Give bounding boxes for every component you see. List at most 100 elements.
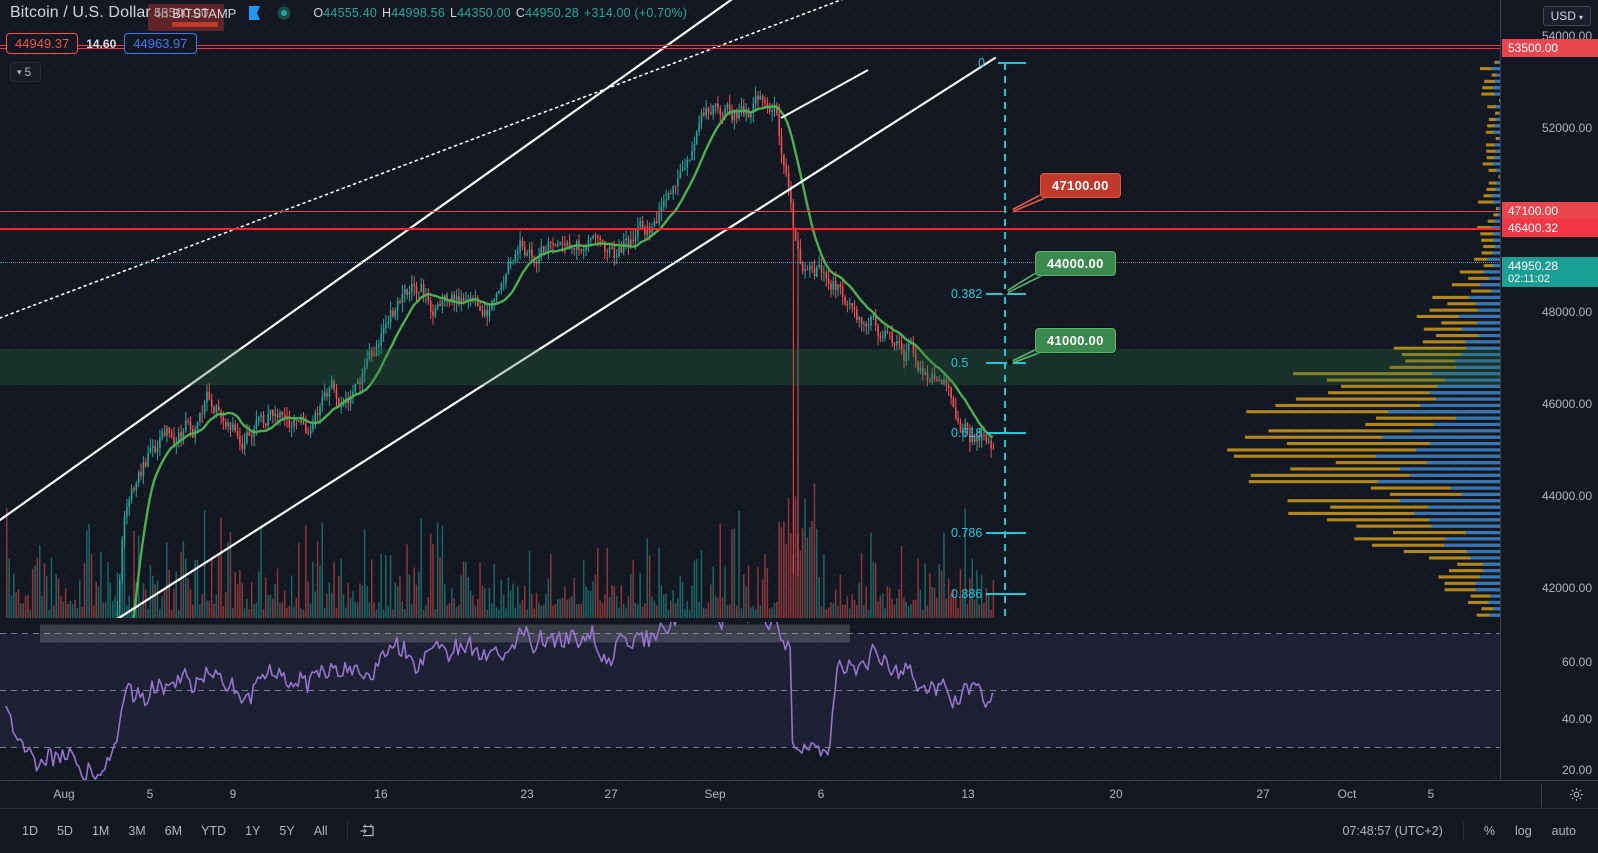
ohlc-change: +314.00 (+0.70%) (583, 6, 688, 20)
fib-level-label-0: 0 (978, 56, 985, 70)
fibonacci-retracement-tool[interactable]: 0 0.382 0.5 0.618 0.786 0.886 (0, 0, 1500, 618)
price-alert-row: 44949.37 14.60 44963.97 (6, 33, 197, 54)
rsi-axis[interactable]: 60.00 40.00 20.00 (1500, 622, 1598, 780)
alert-count-chip[interactable]: ▾ 5 (10, 62, 42, 82)
time-axis-divider (1541, 783, 1542, 807)
axis-tag-price: 47100.00 (1508, 204, 1559, 218)
range-button-1m[interactable]: 1M (91, 824, 110, 838)
percent-scale-button[interactable]: % (1483, 824, 1495, 838)
fib-canvas (1004, 63, 1006, 618)
alert-low-pill[interactable]: 44949.37 (6, 33, 79, 54)
scale-tools: 07:48:57 (UTC+2) % log auto (1334, 820, 1584, 842)
range-button-5d[interactable]: 5D (56, 824, 73, 838)
exchange-label[interactable]: BITSTAMP (172, 5, 237, 21)
ohlc-h-key: H (382, 6, 392, 20)
time-axis-tick: Aug (53, 787, 75, 801)
toolbar-divider (1462, 822, 1464, 840)
axis-tag-price: 44950.28 (1508, 259, 1559, 273)
price-axis-tick: 48000.00 (1541, 305, 1592, 319)
last-price-line[interactable] (0, 262, 1500, 263)
interval-label[interactable]: 4h (153, 5, 169, 21)
range-button-6m[interactable]: 6M (164, 824, 183, 838)
resistance-tag-47100[interactable]: 47100.00 (1502, 202, 1598, 220)
range-button-3m[interactable]: 3M (128, 824, 146, 838)
gear-icon[interactable] (1569, 787, 1584, 802)
price-line-tag-46400[interactable]: 46400.32 (1502, 219, 1598, 237)
time-axis-tick: 16 (374, 787, 388, 801)
range-buttons: 1D 5D 1M 3M 6M YTD 1Y 5Y All (14, 820, 377, 842)
time-axis-tick: 5 (1427, 787, 1435, 801)
clock-label: 07:48:57 (UTC+2) (1342, 824, 1443, 838)
ohlc-l-value: 44350.00 (457, 6, 511, 20)
last-price-tag[interactable]: 44950.28 02:11:02 (1502, 257, 1598, 287)
callout-41000[interactable]: 41000.00 (1035, 328, 1116, 353)
price-axis-tick: 42000.00 (1541, 581, 1592, 595)
fib-level-label-0-382: 0.382 (951, 287, 983, 301)
toolbar-divider (346, 822, 348, 840)
chart-header: Bitcoin / U.S. Dollar 4h BITSTAMP O44555… (0, 0, 687, 26)
goto-date-icon[interactable] (359, 822, 377, 840)
countdown-label: 02:11:02 (1508, 273, 1551, 285)
alert-line-44960[interactable] (0, 45, 1500, 46)
rsi-axis-tick: 60.00 (1561, 655, 1592, 669)
time-axis-tick: Oct (1337, 787, 1357, 801)
alert-line-53500[interactable] (0, 48, 1500, 49)
price-line-46400[interactable] (0, 228, 1500, 230)
rsi-indicator-pane[interactable] (0, 622, 1500, 780)
ohlc-c-value: 44950.28 (525, 6, 579, 20)
time-axis[interactable]: Aug 5 9 16 23 27 Sep 6 13 20 27 Oct 5 (0, 780, 1598, 808)
chevron-down-icon: ▾ (1578, 13, 1583, 22)
range-button-ytd[interactable]: YTD (201, 824, 227, 838)
callout-47100[interactable]: 47100.00 (1040, 173, 1121, 198)
ohlc-values: O44555.40 H44998.56 L44350.00 C44950.28 +314… (313, 6, 687, 20)
time-axis-tick: Sep (704, 787, 726, 801)
time-axis-tick: 5 (146, 787, 154, 801)
data-status-dot-icon[interactable] (277, 6, 291, 20)
fib-level-label-0-5: 0.5 (951, 356, 969, 370)
chevron-down-icon: ▾ (17, 67, 22, 77)
alert-high-pill[interactable]: 44963.97 (124, 33, 197, 54)
fib-level-tick (986, 293, 1026, 295)
fib-level-tick (986, 362, 1026, 364)
price-axis-tick: 52000.00 (1541, 121, 1592, 135)
time-axis-tick: 27 (1256, 787, 1270, 801)
callout-44000[interactable]: 44000.00 (1035, 251, 1116, 276)
background-alert-bar (172, 22, 218, 27)
price-axis-tick: 46000.00 (1541, 397, 1592, 411)
currency-selector[interactable]: USD ▾ (1542, 6, 1591, 26)
axis-tag-price: 46400.32 (1508, 221, 1559, 235)
currency-label: USD (1550, 9, 1576, 23)
time-axis-tick: 20 (1109, 787, 1123, 801)
ohlc-l-key: L (450, 6, 458, 20)
rsi-axis-tick: 40.00 (1561, 712, 1592, 726)
alert-tag-53500[interactable]: 53500.00 (1502, 39, 1598, 57)
auto-scale-button[interactable]: auto (1551, 824, 1576, 838)
fib-level-tick (998, 62, 1026, 64)
time-axis-tick: 23 (520, 787, 534, 801)
range-button-1y[interactable]: 1Y (245, 824, 261, 838)
ohlc-o-key: O (313, 6, 324, 20)
log-scale-button[interactable]: log (1514, 824, 1532, 838)
range-button-all[interactable]: All (313, 824, 328, 838)
support-zone[interactable] (0, 349, 1500, 385)
range-button-5y[interactable]: 5Y (279, 824, 295, 838)
symbol-title[interactable]: Bitcoin / U.S. Dollar (10, 4, 151, 21)
fib-level-tick (986, 432, 1026, 434)
fib-level-tick (986, 532, 1026, 534)
alert-spread: 14.60 (86, 36, 117, 51)
time-axis-tick: 27 (604, 787, 618, 801)
ohlc-h-value: 44998.56 (391, 6, 445, 20)
range-button-1d[interactable]: 1D (22, 824, 38, 838)
time-axis-tick: 6 (817, 787, 825, 801)
axis-tag-price: 53500.00 (1508, 41, 1559, 55)
fib-level-tick (986, 593, 1026, 595)
background-alert-label: 53500.00 (148, 4, 224, 31)
resistance-line-47100[interactable] (0, 211, 1500, 212)
price-axis-tick: 44000.00 (1541, 489, 1592, 503)
time-axis-tick: 13 (961, 787, 975, 801)
callout-41000-group: 41000.00 (1007, 328, 1116, 365)
fib-level-label-0-886: 0.886 (951, 587, 983, 601)
rsi-series-canvas (0, 622, 1500, 780)
flag-icon[interactable] (248, 5, 261, 21)
fib-level-label-0-618: 0.618 (951, 426, 983, 440)
